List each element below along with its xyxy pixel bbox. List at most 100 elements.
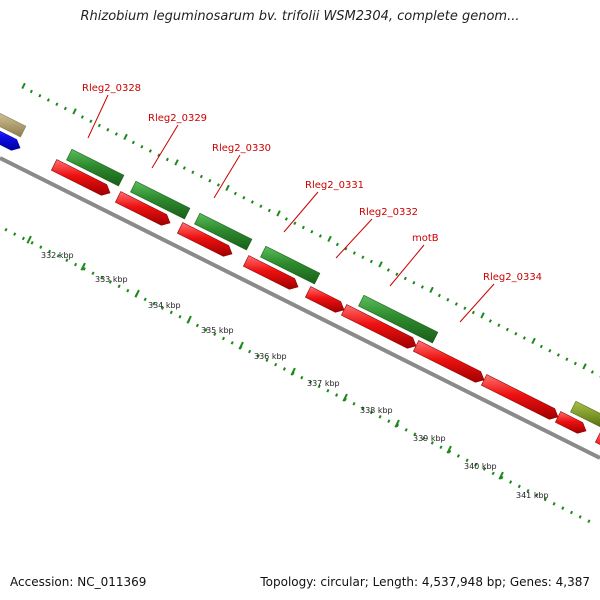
inner-tick: [161, 306, 165, 310]
gene-partial-tan[interactable]: [0, 107, 27, 138]
inner-tick: [413, 432, 417, 436]
gene-label-rleg2-0331[interactable]: Rleg2_0331: [305, 180, 364, 191]
gene-label-rleg2-0334[interactable]: Rleg2_0334: [483, 272, 542, 283]
gene-forward-rleg2-0330[interactable]: [194, 212, 253, 251]
gene-forward-motb[interactable]: [358, 294, 439, 344]
kbp-label-340: 340 kbp: [464, 462, 497, 471]
label-leader-line: [213, 154, 241, 199]
gene-label-rleg2-0329[interactable]: Rleg2_0329: [148, 113, 207, 124]
outer-tick: [106, 127, 110, 132]
gene-label-rleg2-0330[interactable]: Rleg2_0330: [212, 143, 271, 154]
outer-tick: [327, 235, 332, 243]
inner-tick: [404, 428, 408, 432]
genome-backbone: [0, 156, 600, 460]
inner-tick: [561, 506, 565, 510]
inner-major-tick: [394, 419, 400, 428]
outer-tick: [242, 195, 246, 200]
outer-tick: [148, 149, 152, 153]
outer-tick: [386, 268, 390, 272]
inner-tick: [308, 380, 313, 384]
gene-label-rleg2-0328[interactable]: Rleg2_0328: [82, 83, 141, 94]
reverse-strand-genes: [0, 107, 600, 445]
inner-tick: [204, 328, 208, 332]
gene-labels: Rleg2_0328 Rleg2_0329 Rleg2_0330 Rleg2_0…: [82, 83, 542, 283]
inner-tick: [474, 462, 478, 467]
inner-tick: [430, 441, 434, 445]
outer-tick: [488, 319, 492, 323]
inner-tick: [13, 232, 17, 236]
page-title: Rhizobium leguminosarum bv. trifolii WSM…: [80, 9, 520, 24]
label-leader-line: [389, 244, 425, 287]
outer-tick: [369, 259, 373, 264]
outer-tick: [522, 336, 526, 340]
topology-text: Topology: circular; Length: 4,537,948 bp…: [260, 575, 590, 589]
outer-tick: [72, 108, 77, 115]
inner-tick: [317, 384, 321, 389]
outer-tick: [310, 229, 314, 234]
gene-reverse-b[interactable]: [554, 411, 587, 434]
inner-tick: [221, 336, 226, 341]
outer-tick: [590, 370, 594, 374]
outer-tick: [497, 323, 501, 328]
outer-tick: [463, 306, 467, 311]
inner-tick: [422, 436, 426, 441]
outer-tick: [420, 285, 424, 289]
outer-tick: [131, 140, 135, 145]
outer-tick: [216, 183, 220, 187]
outer-tick: [165, 157, 169, 162]
gene-partial-blue[interactable]: [0, 122, 21, 151]
gene-reverse-rleg2-0328[interactable]: [50, 159, 111, 196]
gene-reverse-rleg2-0334[interactable]: [412, 340, 485, 383]
inner-tick: [82, 267, 86, 271]
outer-tick: [446, 297, 450, 302]
label-leader-line: [459, 283, 495, 323]
outer-tick: [548, 348, 552, 353]
outer-tick: [471, 310, 475, 315]
gene-reverse-a[interactable]: [480, 374, 559, 420]
gene-label-rleg2-0332[interactable]: Rleg2_0332: [359, 207, 418, 218]
outer-tick: [301, 225, 305, 230]
outer-tick: [21, 82, 26, 90]
outer-tick: [123, 133, 128, 141]
gene-reverse-rleg2-0330[interactable]: [176, 222, 233, 257]
gene-label-motb[interactable]: motB: [412, 233, 439, 244]
outer-tick: [182, 166, 186, 170]
inner-major-tick: [80, 262, 86, 271]
inner-tick: [439, 445, 443, 450]
inner-tick: [56, 254, 60, 258]
gene-forward-rleg2-0331[interactable]: [260, 245, 321, 285]
outer-tick: [276, 210, 281, 217]
gene-reverse-rleg2-0332[interactable]: [304, 286, 345, 313]
inner-tick: [509, 480, 513, 484]
gene-reverse-rleg2-0329[interactable]: [114, 191, 171, 226]
kbp-label-333: 333 kbp: [95, 275, 128, 284]
inner-tick: [91, 271, 95, 276]
inner-tick: [213, 332, 217, 336]
inner-tick: [230, 341, 234, 345]
inner-tick: [482, 467, 487, 471]
gene-forward-olive[interactable]: [570, 400, 600, 428]
inner-tick: [465, 458, 469, 463]
label-leader-line: [335, 218, 373, 259]
outer-tick: [480, 312, 485, 319]
gene-reverse-motb[interactable]: [340, 304, 417, 349]
outer-tick: [55, 102, 59, 107]
kbp-label-338: 338 kbp: [360, 406, 393, 415]
gene-forward-rleg2-0328[interactable]: [66, 148, 125, 187]
kbp-label-336: 336 kbp: [254, 352, 287, 361]
outer-tick: [225, 184, 230, 192]
gene-forward-rleg2-0329[interactable]: [130, 180, 191, 220]
outer-tick: [29, 89, 33, 94]
outer-tick: [582, 363, 587, 370]
inner-major-tick: [134, 289, 140, 298]
inner-tick: [74, 262, 78, 267]
inner-tick: [300, 375, 304, 380]
outer-tick: [352, 251, 356, 255]
outer-tick: [63, 106, 67, 111]
outer-tick: [80, 115, 84, 119]
inner-tick: [456, 454, 460, 458]
outer-tick: [403, 276, 407, 281]
gene-reverse-rleg2-0331[interactable]: [242, 255, 299, 290]
outer-tick: [378, 261, 383, 268]
